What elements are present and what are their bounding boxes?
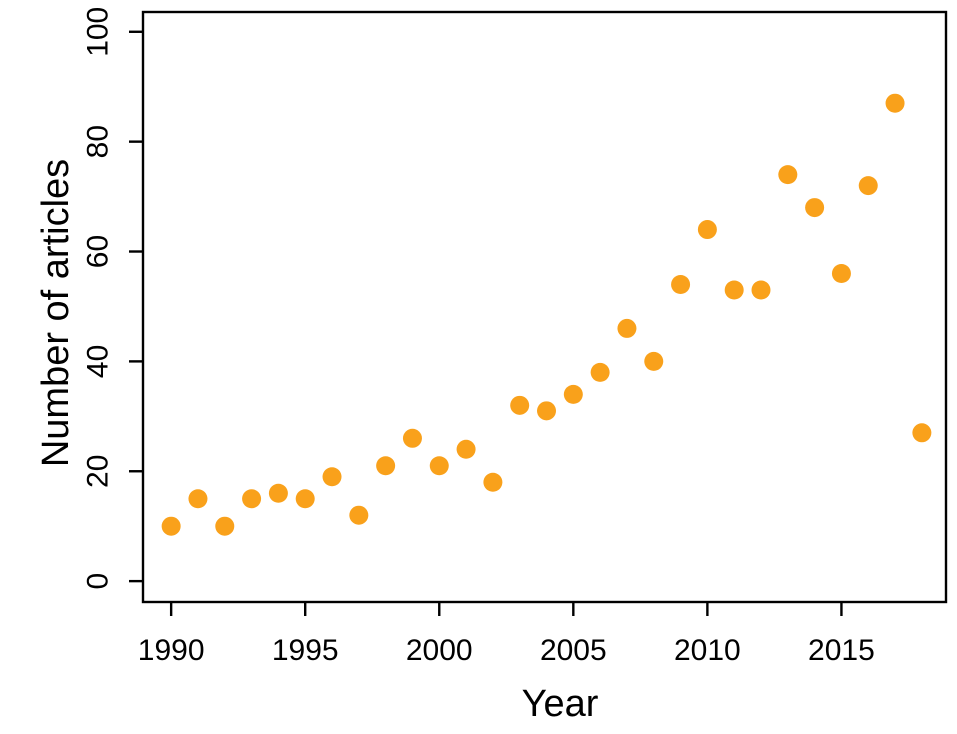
data-point [429, 456, 449, 476]
x-axis-title: Year [522, 683, 599, 725]
data-point [724, 280, 744, 300]
data-point [268, 483, 288, 503]
data-point [751, 280, 771, 300]
data-point [831, 263, 851, 283]
y-tick-label: 80 [82, 125, 115, 158]
x-tick-label: 2000 [406, 634, 473, 667]
x-tick-label: 2010 [674, 634, 741, 667]
data-point [644, 351, 664, 371]
data-point [912, 423, 932, 443]
data-point [537, 401, 557, 421]
x-tick-label: 1990 [138, 634, 205, 667]
plot-frame [141, 10, 948, 604]
x-tick-label: 1995 [272, 634, 339, 667]
data-point [295, 489, 315, 509]
data-point [188, 489, 208, 509]
data-point [483, 472, 503, 492]
data-point [805, 198, 825, 218]
data-point [510, 395, 530, 415]
data-point [322, 467, 342, 487]
data-point [456, 439, 476, 459]
y-tick-label: 0 [82, 573, 115, 590]
data-point [161, 516, 181, 536]
y-axis-title: Number of articles [35, 159, 77, 467]
data-points [161, 93, 932, 536]
data-point [671, 274, 691, 294]
data-point [590, 362, 610, 382]
data-point [402, 428, 422, 448]
data-point [617, 318, 637, 338]
data-point [697, 220, 717, 240]
data-point [885, 93, 905, 113]
y-tick-label: 20 [82, 455, 115, 488]
data-point [349, 505, 369, 525]
data-point [376, 456, 396, 476]
x-axis-ticks: 1990 1995 2000 2005 2010 2015 [138, 602, 875, 667]
y-tick-label: 40 [82, 345, 115, 378]
data-point [563, 384, 583, 404]
y-tick-label: 100 [82, 7, 115, 57]
x-tick-label: 2005 [540, 634, 607, 667]
data-point [778, 165, 798, 185]
x-tick-label: 2015 [808, 634, 875, 667]
y-axis-ticks: 0 20 40 60 80 100 [81, 7, 143, 590]
data-point [215, 516, 235, 536]
y-tick-label: 60 [81, 235, 114, 268]
data-point [242, 489, 262, 509]
data-point [858, 176, 878, 196]
